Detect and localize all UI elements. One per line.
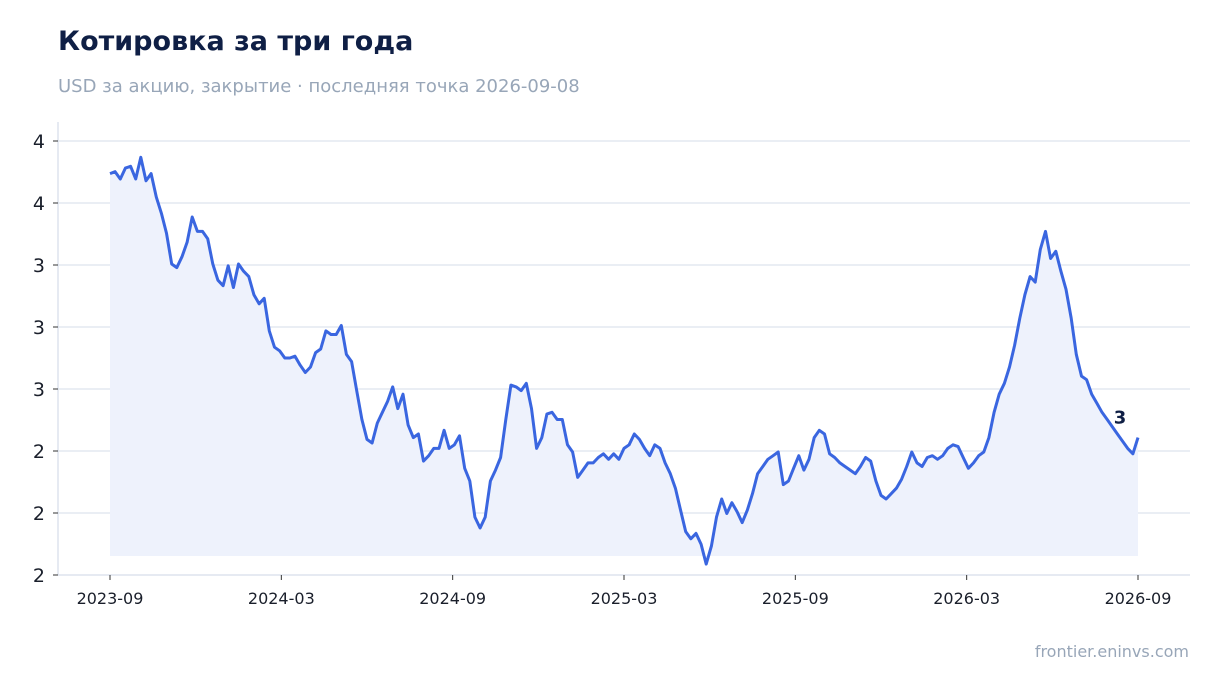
x-tick-label: 2024-03 bbox=[248, 589, 315, 608]
y-tick-label: 3 bbox=[33, 255, 45, 277]
y-tick-label: 2 bbox=[33, 565, 45, 587]
chart-title: Котировка за три года bbox=[58, 26, 414, 57]
price-area bbox=[110, 157, 1138, 565]
chart-subtitle: USD за акцию, закрытие · последняя точка… bbox=[58, 76, 580, 97]
y-tick-label: 3 bbox=[33, 317, 45, 339]
x-tick-label: 2023-09 bbox=[77, 589, 144, 608]
y-tick-label: 4 bbox=[33, 131, 45, 153]
x-tick-label: 2025-09 bbox=[762, 589, 829, 608]
y-tick-label: 4 bbox=[33, 193, 45, 215]
last-value-label: 3 bbox=[1114, 408, 1127, 429]
x-tick-label: 2024-09 bbox=[419, 589, 486, 608]
x-tick-label: 2026-03 bbox=[933, 589, 1000, 608]
y-tick-label: 2 bbox=[33, 503, 45, 525]
x-tick-label: 2025-03 bbox=[591, 589, 658, 608]
y-tick-label: 2 bbox=[33, 441, 45, 463]
source-link[interactable]: frontier.eninvs.com bbox=[1034, 642, 1189, 661]
y-tick-label: 3 bbox=[33, 379, 45, 401]
x-tick-label: 2026-09 bbox=[1105, 589, 1172, 608]
price-line bbox=[109, 155, 1140, 566]
